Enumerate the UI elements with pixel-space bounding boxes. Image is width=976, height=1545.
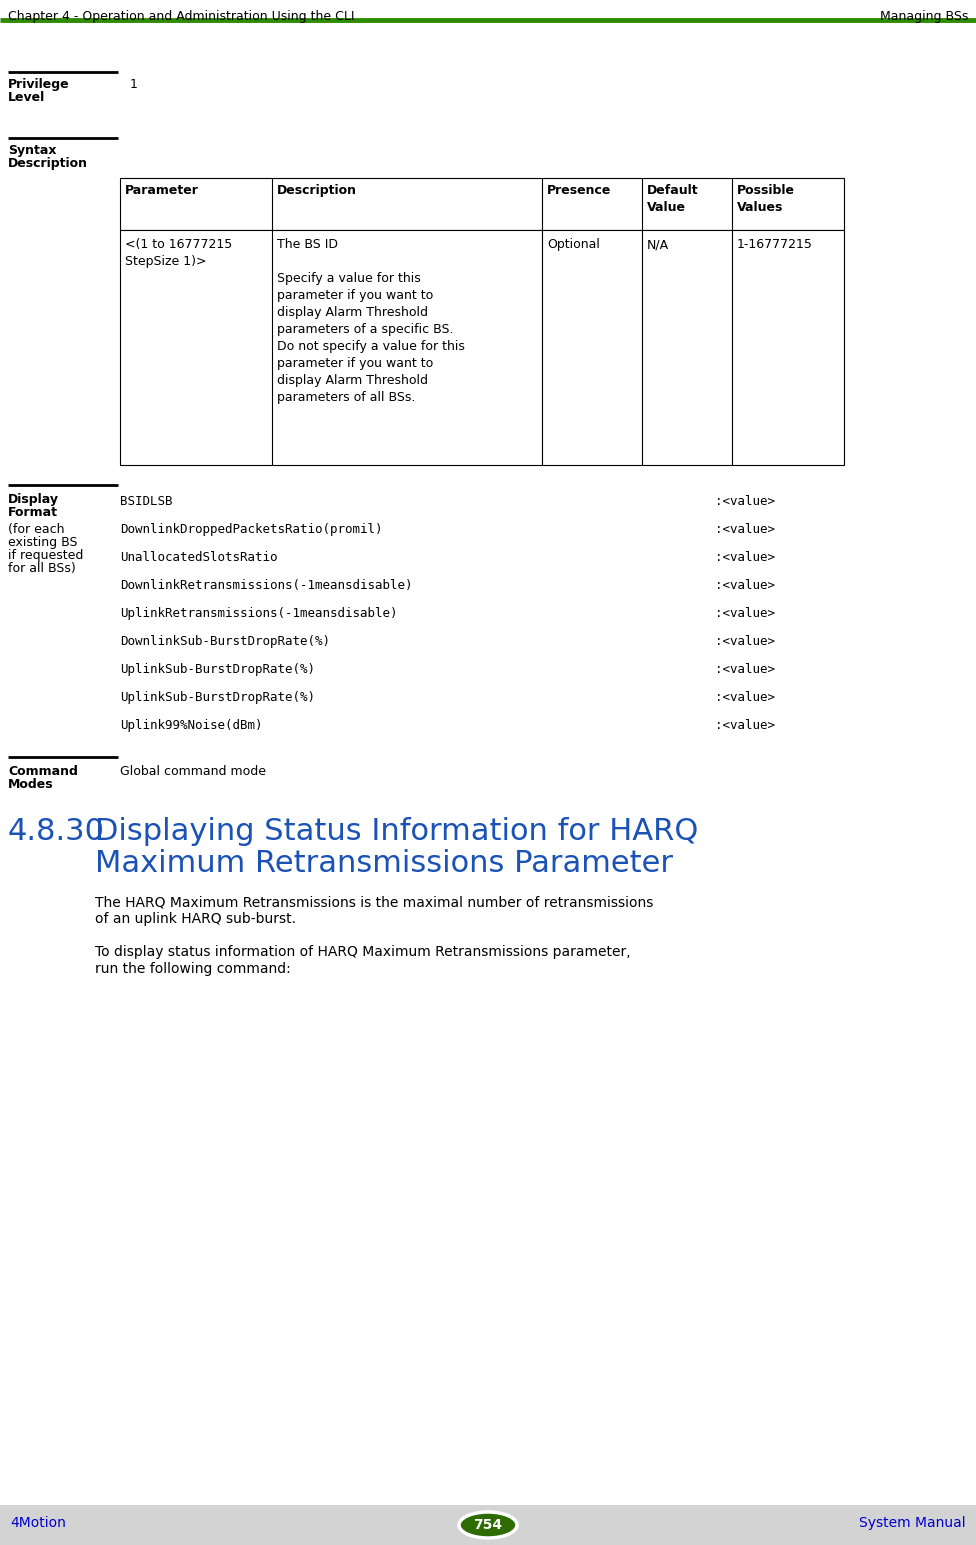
Text: Format: Format	[8, 507, 58, 519]
Text: :<value>: :<value>	[715, 552, 775, 564]
Text: :<value>: :<value>	[715, 494, 775, 508]
Text: DownlinkRetransmissions(-1meansdisable): DownlinkRetransmissions(-1meansdisable)	[120, 579, 413, 592]
Text: Managing BSs: Managing BSs	[879, 9, 968, 23]
Text: System Manual: System Manual	[860, 1516, 966, 1530]
Text: :<value>: :<value>	[715, 663, 775, 677]
Text: existing BS: existing BS	[8, 536, 77, 548]
Text: Default
Value: Default Value	[647, 184, 699, 215]
Text: The BS ID

Specify a value for this
parameter if you want to
display Alarm Thres: The BS ID Specify a value for this param…	[277, 238, 465, 403]
Text: Maximum Retransmissions Parameter: Maximum Retransmissions Parameter	[95, 850, 673, 878]
Text: of an uplink HARQ sub-burst.: of an uplink HARQ sub-burst.	[95, 912, 296, 925]
Text: Display: Display	[8, 493, 59, 507]
Text: :<value>: :<value>	[715, 579, 775, 592]
Text: UplinkSub-BurstDropRate(%): UplinkSub-BurstDropRate(%)	[120, 691, 315, 705]
Text: Description: Description	[277, 184, 357, 198]
Text: DownlinkDroppedPacketsRatio(promil): DownlinkDroppedPacketsRatio(promil)	[120, 524, 383, 536]
Text: Syntax: Syntax	[8, 144, 57, 158]
Text: 754: 754	[473, 1519, 503, 1533]
Ellipse shape	[459, 1513, 517, 1537]
Text: <(1 to 16777215
StepSize 1)>: <(1 to 16777215 StepSize 1)>	[125, 238, 232, 267]
Text: Description: Description	[8, 158, 88, 170]
Text: :<value>: :<value>	[715, 635, 775, 647]
Text: Displaying Status Information for HARQ: Displaying Status Information for HARQ	[95, 817, 699, 847]
Text: The HARQ Maximum Retransmissions is the maximal number of retransmissions: The HARQ Maximum Retransmissions is the …	[95, 895, 653, 908]
Text: if requested: if requested	[8, 548, 83, 562]
Text: :<value>: :<value>	[715, 524, 775, 536]
Text: N/A: N/A	[647, 238, 670, 250]
Text: run the following command:: run the following command:	[95, 963, 291, 976]
Text: for all BSs): for all BSs)	[8, 562, 76, 575]
Text: UplinkRetransmissions(-1meansdisable): UplinkRetransmissions(-1meansdisable)	[120, 607, 397, 620]
Text: Modes: Modes	[8, 779, 54, 791]
Text: Presence: Presence	[547, 184, 611, 198]
Text: Chapter 4 - Operation and Administration Using the CLI: Chapter 4 - Operation and Administration…	[8, 9, 354, 23]
Text: Level: Level	[8, 91, 45, 104]
Text: 4.8.30: 4.8.30	[8, 817, 105, 847]
Text: 1: 1	[130, 77, 138, 91]
Bar	[0, 1505, 976, 1545]
Text: Privilege: Privilege	[8, 77, 69, 91]
Text: UnallocatedSlotsRatio: UnallocatedSlotsRatio	[120, 552, 277, 564]
Text: :<value>: :<value>	[715, 691, 775, 705]
Text: Global command mode: Global command mode	[120, 765, 266, 779]
Text: Uplink99%Noise(dBm): Uplink99%Noise(dBm)	[120, 718, 263, 732]
Bar	[120, 230, 844, 465]
Text: 1-16777215: 1-16777215	[737, 238, 813, 250]
Text: 4Motion: 4Motion	[10, 1516, 65, 1530]
Text: Parameter: Parameter	[125, 184, 199, 198]
Text: DownlinkSub-BurstDropRate(%): DownlinkSub-BurstDropRate(%)	[120, 635, 330, 647]
Text: (for each: (for each	[8, 524, 64, 536]
Bar	[120, 178, 844, 230]
Text: Possible
Values: Possible Values	[737, 184, 795, 215]
Text: Optional: Optional	[547, 238, 600, 250]
Text: To display status information of HARQ Maximum Retransmissions parameter,: To display status information of HARQ Ma…	[95, 946, 630, 959]
Text: Command: Command	[8, 765, 78, 779]
Text: BSIDLSB: BSIDLSB	[120, 494, 173, 508]
Text: :<value>: :<value>	[715, 718, 775, 732]
Text: UplinkSub-BurstDropRate(%): UplinkSub-BurstDropRate(%)	[120, 663, 315, 677]
Text: :<value>: :<value>	[715, 607, 775, 620]
